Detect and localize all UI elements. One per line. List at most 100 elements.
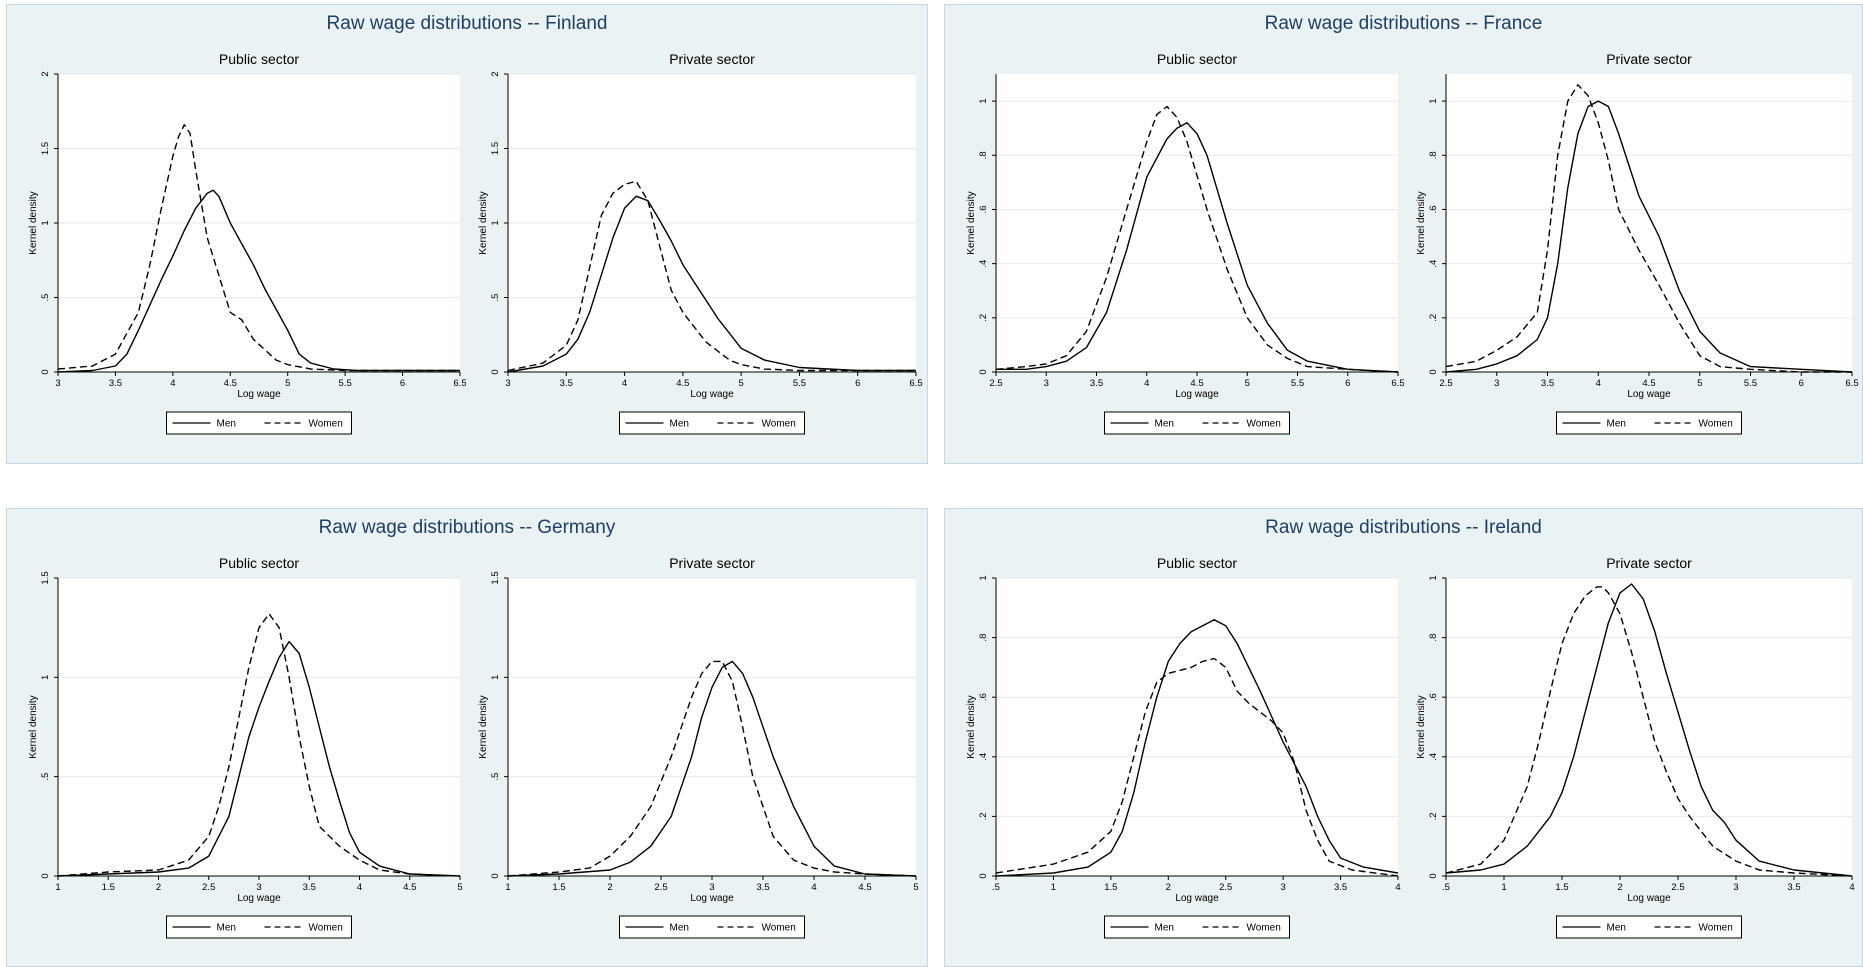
- subplot-title: Private sector: [669, 51, 755, 67]
- y-tick-label: .6: [978, 205, 989, 213]
- x-tick-label: 2.5: [202, 882, 215, 893]
- y-tick-label: 2: [40, 71, 51, 76]
- series-line-women: [507, 660, 917, 877]
- x-tick-label: 4: [170, 378, 175, 389]
- x-tick-label: 4.5: [858, 882, 871, 893]
- x-tick-label: 5: [1245, 378, 1250, 389]
- x-axis-label: Log wage: [1627, 893, 1671, 904]
- chart-1: Private sector 0 .5 1 1.5 2 3 3.5 4 4.5 5 5.5 6 6.5 Lo…: [466, 40, 924, 458]
- x-tick-label: 4: [1596, 378, 1601, 389]
- x-tick-label: 5: [913, 882, 918, 893]
- x-tick-label: 5: [1697, 378, 1702, 389]
- x-tick-label: 6.5: [909, 378, 922, 389]
- figure-title: Raw wage distributions -- France: [1264, 13, 1543, 34]
- legend-label: Women: [762, 419, 796, 430]
- x-tick-label: 1.5: [552, 882, 565, 893]
- y-tick-label: .5: [40, 773, 51, 781]
- y-axis-label: Kernel density: [1416, 191, 1427, 254]
- y-axis-label: Kernel density: [28, 191, 39, 254]
- x-tick-label: 2.5: [1671, 882, 1684, 893]
- y-tick-label: 0: [1428, 369, 1439, 374]
- legend-label: Women: [762, 923, 796, 934]
- chart-3: Private sector 0 .2 .4 .6 .8 1 2.5 3 3.5 4 4.5 5 5.5 6…: [1404, 40, 1860, 458]
- legend-label: Women: [1247, 923, 1281, 934]
- y-tick-label: .8: [978, 634, 989, 642]
- x-tick-label: 3: [1733, 882, 1738, 893]
- x-tick-label: .5: [1442, 882, 1450, 893]
- x-tick-label: 5.5: [1291, 378, 1304, 389]
- x-tick-label: 4: [1395, 882, 1400, 893]
- legend-box: [1556, 411, 1742, 435]
- x-tick-label: 4: [357, 882, 362, 893]
- x-tick-label: 4.5: [1190, 378, 1203, 389]
- x-tick-label: 3: [256, 882, 261, 893]
- legend-box: [166, 915, 352, 939]
- x-tick-label: 1.5: [102, 882, 115, 893]
- y-tick-label: .5: [490, 294, 501, 302]
- y-tick-label: .2: [1428, 314, 1439, 322]
- series-line-women: [995, 657, 1399, 877]
- y-tick-label: 1: [978, 98, 989, 103]
- subplot-title: Private sector: [1606, 51, 1692, 67]
- legend-label: Women: [1247, 419, 1281, 430]
- y-tick-label: 0: [978, 369, 989, 374]
- subplot-title: Public sector: [219, 51, 299, 67]
- y-axis-label: Kernel density: [966, 191, 977, 254]
- x-tick-label: 2: [156, 882, 161, 893]
- y-tick-label: 0: [40, 369, 51, 374]
- x-axis-label: Log wage: [1175, 893, 1219, 904]
- y-tick-label: .8: [1428, 634, 1439, 642]
- x-tick-label: 3.5: [303, 882, 316, 893]
- x-tick-label: 5.5: [1744, 378, 1757, 389]
- y-tick-label: 1: [490, 220, 501, 225]
- subplot-title: Public sector: [219, 555, 299, 571]
- legend-label: Men: [670, 419, 689, 430]
- y-tick-label: 1: [40, 675, 51, 680]
- x-tick-label: 5: [457, 882, 462, 893]
- x-tick-label: 3.5: [1334, 882, 1347, 893]
- y-tick-label: .6: [1428, 693, 1439, 701]
- subplot-title: Public sector: [1157, 51, 1237, 67]
- plot-area: [1446, 578, 1852, 876]
- x-tick-label: 6: [1799, 378, 1804, 389]
- x-tick-label: 5.5: [793, 378, 806, 389]
- subplot-title: Public sector: [1157, 555, 1237, 571]
- legend-label: Women: [1699, 419, 1733, 430]
- legend-box: [619, 915, 805, 939]
- y-tick-label: 1: [40, 220, 51, 225]
- chart-2: Public sector 0 .2 .4 .6 .8 1 2.5 3 3.5 4 4.5 5 5.5 6 6…: [954, 40, 1406, 458]
- subplot-title: Private sector: [669, 555, 755, 571]
- plot-area: [1446, 74, 1852, 372]
- series-line-women: [1445, 84, 1852, 373]
- chart-5: Private sector 0 .5 1 1.5 1 1.5 2 2.5 3 3.5 4 4.5 5 Lo…: [466, 544, 924, 962]
- plot-area: [58, 578, 460, 876]
- x-tick-label: .5: [992, 882, 1000, 893]
- x-tick-label: 4.5: [403, 882, 416, 893]
- y-tick-label: .6: [1428, 205, 1439, 213]
- figure-title: Raw wage distributions -- Germany: [318, 517, 616, 538]
- y-tick-label: .6: [978, 693, 989, 701]
- x-tick-label: 3.5: [109, 378, 122, 389]
- series-line-women: [507, 180, 916, 372]
- x-tick-label: 4: [811, 882, 816, 893]
- chart-4: Public sector 0 .5 1 1.5 1 1.5 2 2.5 3 3.5 4 4.5 5 Log…: [16, 544, 468, 962]
- legend-label: Men: [217, 419, 236, 430]
- figure-title: Raw wage distributions -- Ireland: [1265, 517, 1542, 538]
- legend-box: [1556, 915, 1742, 939]
- legend-box: [1104, 915, 1290, 939]
- series-line-women: [57, 124, 460, 372]
- series-line-men: [507, 660, 917, 877]
- y-axis-label: Kernel density: [478, 191, 489, 254]
- x-tick-label: 4.5: [1642, 378, 1655, 389]
- x-tick-label: 2.5: [1219, 882, 1232, 893]
- plot-area: [996, 74, 1398, 372]
- legend-label: Men: [1155, 923, 1174, 934]
- x-tick-label: 2.5: [989, 378, 1002, 389]
- x-tick-label: 3: [55, 378, 60, 389]
- y-tick-label: 1: [1428, 575, 1439, 580]
- x-tick-label: 2: [1166, 882, 1171, 893]
- plot-area: [508, 578, 916, 876]
- x-tick-label: 6.5: [1845, 378, 1858, 389]
- legend-label: Men: [217, 923, 236, 934]
